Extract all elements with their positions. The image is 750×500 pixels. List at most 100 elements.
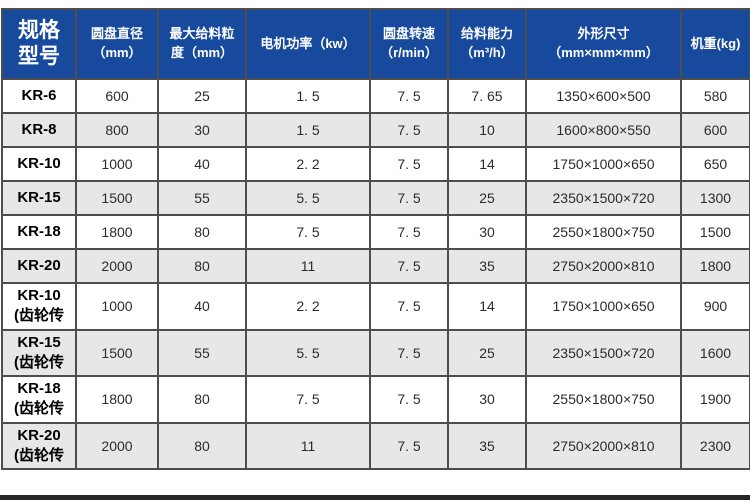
- model-line1: KR-8: [21, 120, 57, 138]
- cell-model: KR-15: [1, 180, 77, 216]
- spec-table: 规格 型号 圆盘直径 （mm） 最大给料粒 度（mm） 电机功率（kw） 圆盘转…: [1, 8, 750, 470]
- cell-motor-power: 7. 5: [245, 214, 371, 250]
- cell-model: KR-18: [1, 214, 77, 250]
- model-line1: KR-10: [17, 154, 61, 172]
- spec-table-body: KR-6 600 25 1. 5 7. 5 7. 65 1350×600×500…: [1, 78, 750, 470]
- cell-motor-power: 11: [245, 248, 371, 284]
- cell-feed-capacity: 7. 65: [447, 78, 527, 114]
- cell-model: KR-18 (齿轮传: [1, 375, 77, 424]
- cell-feed-capacity: 14: [447, 282, 527, 331]
- cell-motor-power: 2. 2: [245, 146, 371, 182]
- table-row: KR-20 (齿轮传 2000 80 11 7. 5 35 2750×2000×…: [1, 421, 750, 470]
- cell-weight: 600: [680, 112, 750, 148]
- cell-rotation-speed: 7. 5: [369, 375, 449, 424]
- cell-model: KR-10: [1, 146, 77, 182]
- cell-max-feed-size: 80: [157, 421, 247, 470]
- cell-rotation-speed: 7. 5: [369, 78, 449, 114]
- cell-motor-power: 5. 5: [245, 180, 371, 216]
- table-row: KR-10 (齿轮传 1000 40 2. 2 7. 5 14 1750×100…: [1, 282, 750, 331]
- cell-max-feed-size: 25: [157, 78, 247, 114]
- cell-disc-diameter: 800: [75, 112, 159, 148]
- table-row: KR-6 600 25 1. 5 7. 5 7. 65 1350×600×500…: [1, 78, 750, 114]
- model-line1: KR-18: [17, 222, 61, 240]
- header-model-line1: 规格: [18, 18, 60, 42]
- model-line1: KR-10: [17, 287, 61, 304]
- table-row: KR-18 (齿轮传 1800 80 7. 5 7. 5 30 2550×180…: [1, 375, 750, 424]
- cell-weight: 900: [680, 282, 750, 331]
- cell-disc-diameter: 600: [75, 78, 159, 114]
- cell-max-feed-size: 55: [157, 328, 247, 377]
- cell-dimensions: 2550×1800×750: [525, 214, 682, 250]
- model-line1: KR-15: [17, 188, 61, 206]
- header-max-feed-size: 最大给料粒 度（mm）: [157, 8, 247, 80]
- cell-motor-power: 1. 5: [245, 112, 371, 148]
- cell-weight: 580: [680, 78, 750, 114]
- cell-motor-power: 5. 5: [245, 328, 371, 377]
- cell-max-feed-size: 55: [157, 180, 247, 216]
- header-motor-power: 电机功率（kw）: [245, 8, 371, 80]
- cell-dimensions: 2550×1800×750: [525, 375, 682, 424]
- cell-weight: 2300: [680, 421, 750, 470]
- cell-feed-capacity: 10: [447, 112, 527, 148]
- header-disc-diameter: 圆盘直径 （mm）: [75, 8, 159, 80]
- cell-feed-capacity: 35: [447, 421, 527, 470]
- cell-rotation-speed: 7. 5: [369, 282, 449, 331]
- cell-dimensions: 2350×1500×720: [525, 180, 682, 216]
- cell-model: KR-20 (齿轮传: [1, 421, 77, 470]
- header-weight: 机重(kg): [680, 8, 750, 80]
- cell-max-feed-size: 80: [157, 375, 247, 424]
- table-row: KR-8 800 30 1. 5 7. 5 10 1600×800×550 60…: [1, 112, 750, 148]
- cell-model: KR-8: [1, 112, 77, 148]
- table-row: KR-10 1000 40 2. 2 7. 5 14 1750×1000×650…: [1, 146, 750, 182]
- cell-disc-diameter: 1000: [75, 282, 159, 331]
- cell-disc-diameter: 1500: [75, 328, 159, 377]
- cell-disc-diameter: 1800: [75, 214, 159, 250]
- model-line1: KR-20: [17, 256, 61, 274]
- cell-feed-capacity: 25: [447, 328, 527, 377]
- cell-rotation-speed: 7. 5: [369, 248, 449, 284]
- cell-feed-capacity: 14: [447, 146, 527, 182]
- table-row: KR-18 1800 80 7. 5 7. 5 30 2550×1800×750…: [1, 214, 750, 250]
- table-row: KR-15 (齿轮传 1500 55 5. 5 7. 5 25 2350×150…: [1, 328, 750, 377]
- bottom-dark-bar: [0, 495, 750, 500]
- cell-feed-capacity: 35: [447, 248, 527, 284]
- cell-feed-capacity: 25: [447, 180, 527, 216]
- model-line1: KR-18: [17, 380, 61, 397]
- model-line1: KR-15: [17, 333, 61, 351]
- cell-feed-capacity: 30: [447, 375, 527, 424]
- cell-max-feed-size: 40: [157, 282, 247, 331]
- cell-rotation-speed: 7. 5: [369, 421, 449, 470]
- header-rotation-speed: 圆盘转速 （r/min）: [369, 8, 449, 80]
- cell-model: KR-6: [1, 78, 77, 114]
- model-line2: (齿轮传: [14, 400, 64, 418]
- cell-rotation-speed: 7. 5: [369, 214, 449, 250]
- cell-max-feed-size: 80: [157, 248, 247, 284]
- cell-disc-diameter: 2000: [75, 248, 159, 284]
- cell-max-feed-size: 30: [157, 112, 247, 148]
- cell-rotation-speed: 7. 5: [369, 112, 449, 148]
- table-row: KR-20 2000 80 11 7. 5 35 2750×2000×810 1…: [1, 248, 750, 284]
- header-row: 规格 型号 圆盘直径 （mm） 最大给料粒 度（mm） 电机功率（kw） 圆盘转…: [1, 8, 750, 80]
- cell-motor-power: 1. 5: [245, 78, 371, 114]
- model-line2: (齿轮传: [14, 307, 64, 325]
- model-line1: KR-20: [17, 426, 61, 444]
- cell-motor-power: 11: [245, 421, 371, 470]
- cell-disc-diameter: 1800: [75, 375, 159, 424]
- cell-dimensions: 2750×2000×810: [525, 421, 682, 470]
- header-dimensions: 外形尺寸 （mm×mm×mm）: [525, 8, 682, 80]
- spec-table-header: 规格 型号 圆盘直径 （mm） 最大给料粒 度（mm） 电机功率（kw） 圆盘转…: [1, 8, 750, 80]
- cell-disc-diameter: 1500: [75, 180, 159, 216]
- cell-model: KR-10 (齿轮传: [1, 282, 77, 331]
- cell-dimensions: 1350×600×500: [525, 78, 682, 114]
- cell-dimensions: 2750×2000×810: [525, 248, 682, 284]
- cell-weight: 1500: [680, 214, 750, 250]
- cell-motor-power: 2. 2: [245, 282, 371, 331]
- cell-model: KR-15 (齿轮传: [1, 328, 77, 377]
- cell-feed-capacity: 30: [447, 214, 527, 250]
- cell-max-feed-size: 80: [157, 214, 247, 250]
- cell-disc-diameter: 1000: [75, 146, 159, 182]
- cell-model: KR-20: [1, 248, 77, 284]
- header-model: 规格 型号: [1, 8, 77, 80]
- model-line2: (齿轮传: [14, 353, 64, 371]
